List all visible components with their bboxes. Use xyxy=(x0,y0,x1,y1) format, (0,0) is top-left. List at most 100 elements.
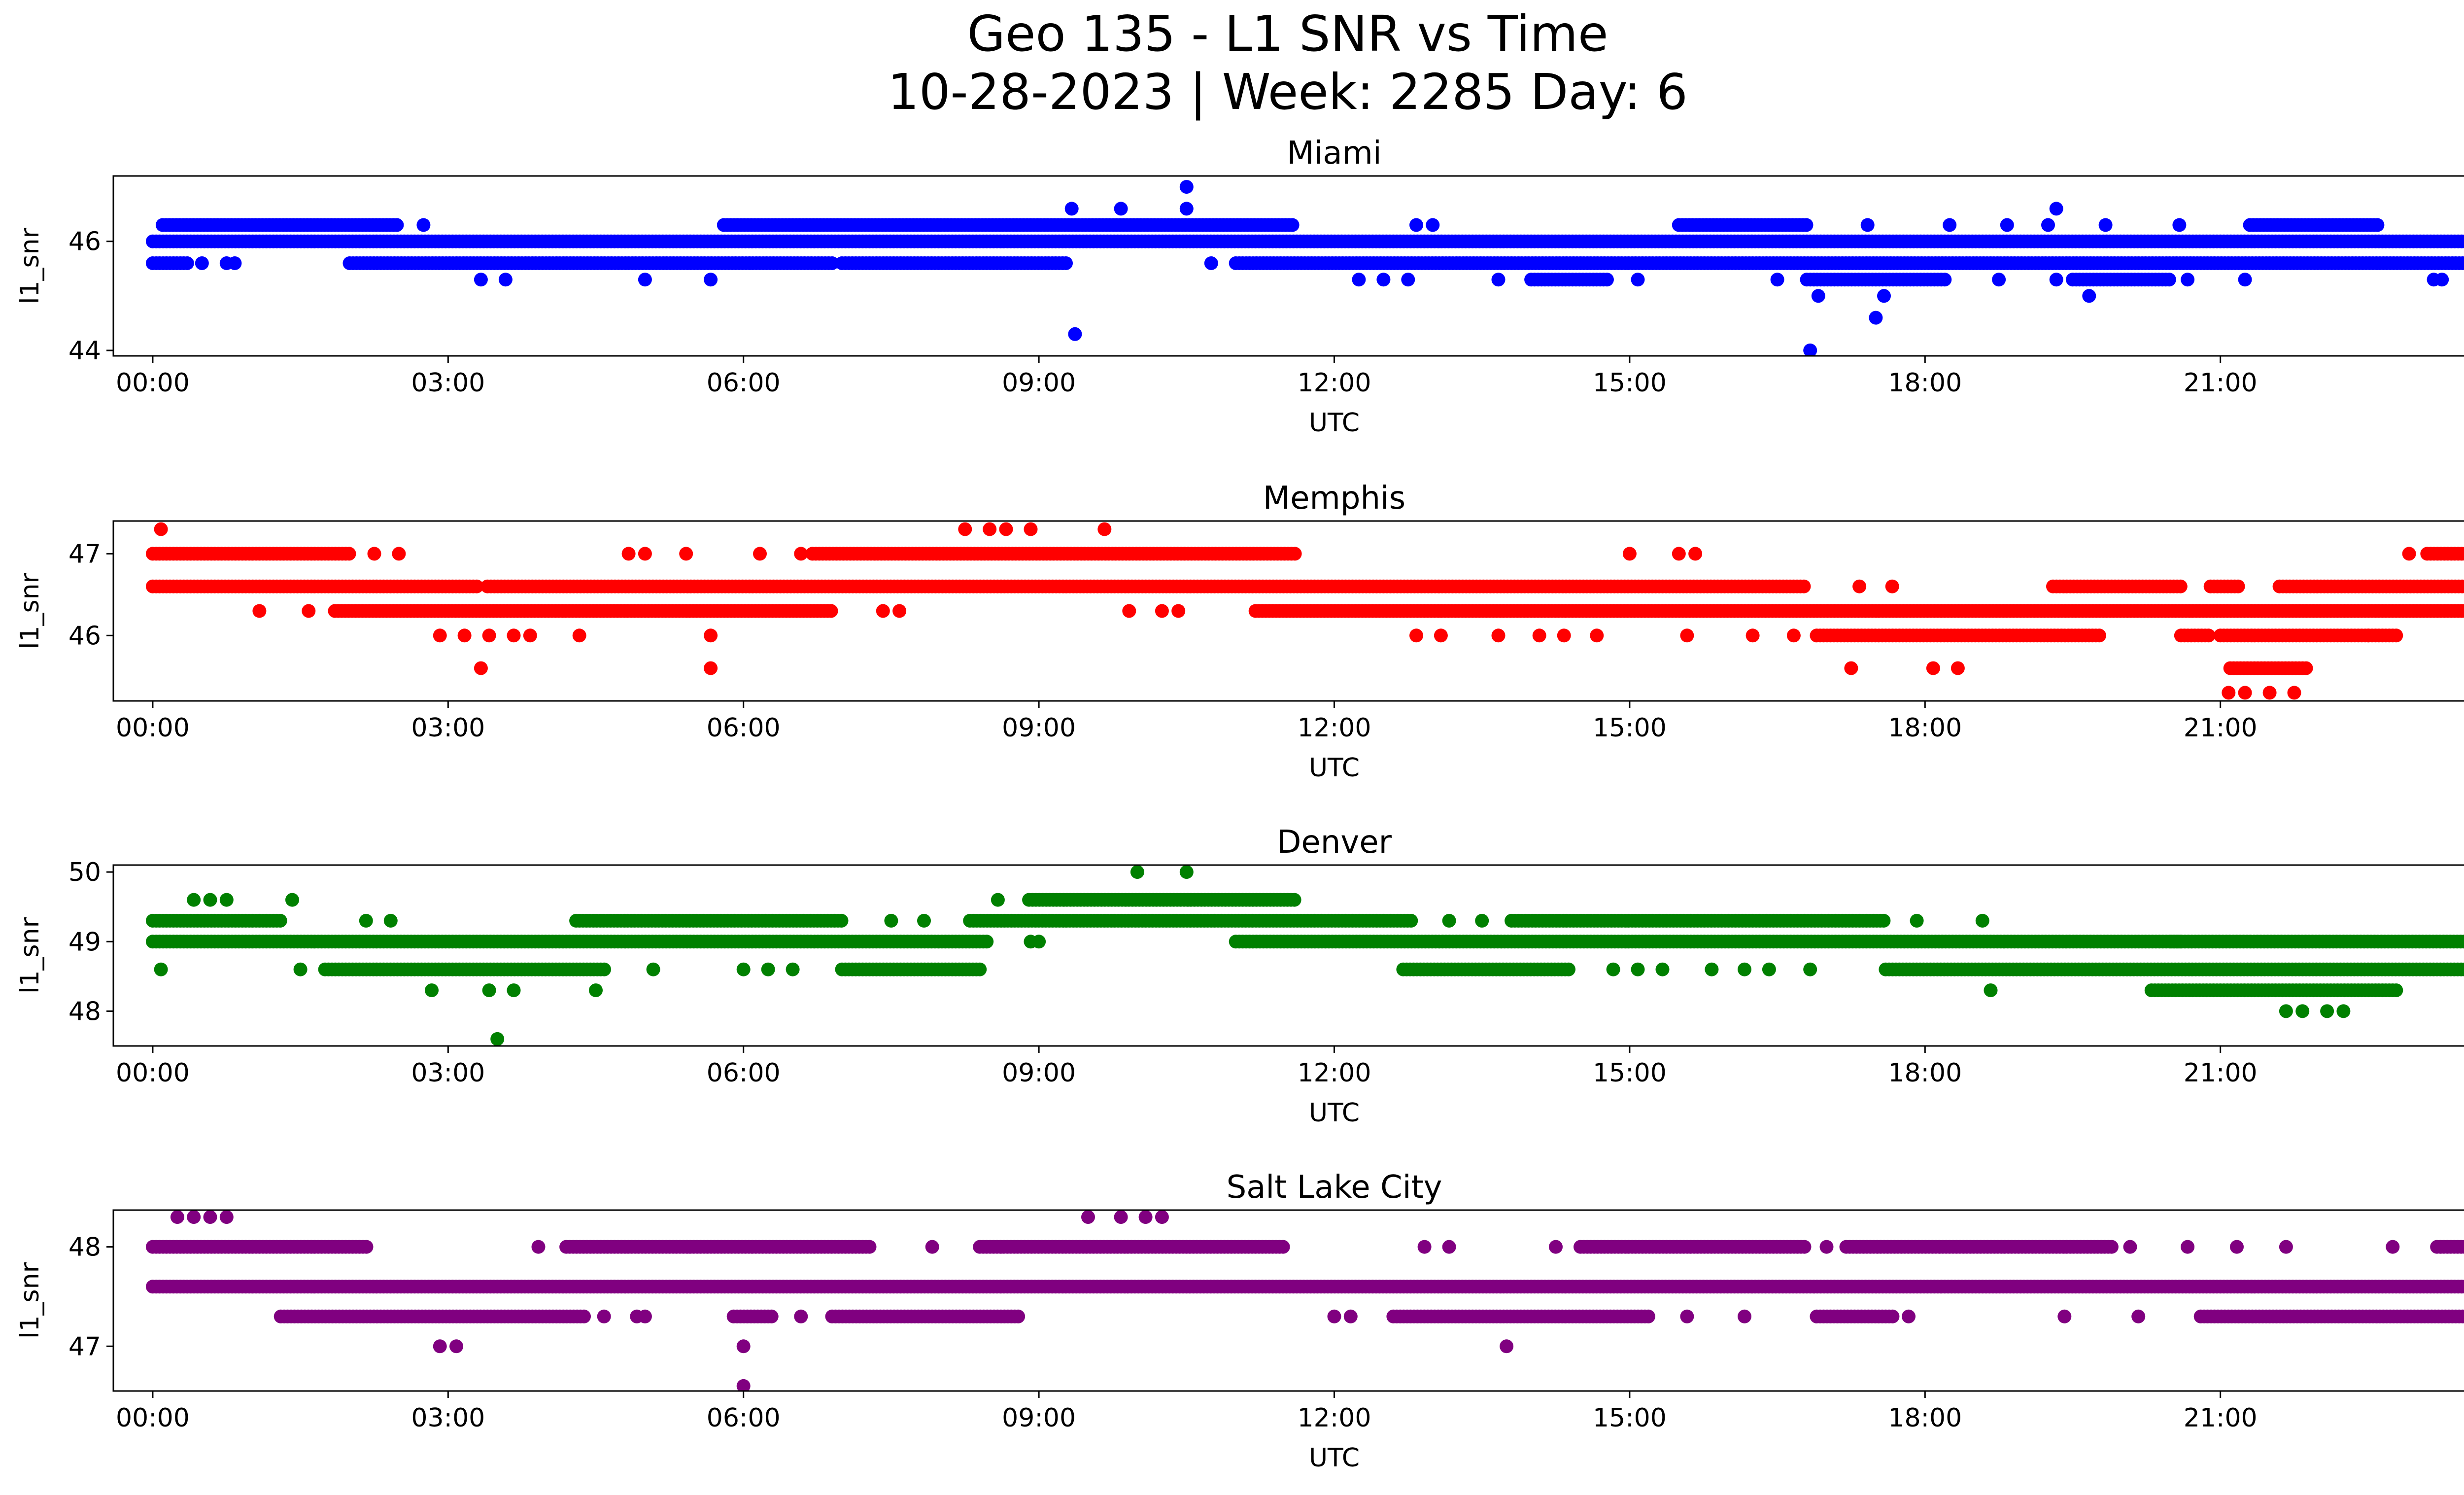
data-point xyxy=(273,913,287,928)
data-point xyxy=(1877,913,1891,928)
data-point xyxy=(1803,343,1817,356)
data-point xyxy=(1631,962,1645,976)
data-point xyxy=(1943,218,1957,232)
data-point xyxy=(507,983,521,998)
y-tick-label: 46 xyxy=(68,621,101,651)
data-point xyxy=(1926,661,1940,675)
data-point xyxy=(498,273,513,287)
data-point xyxy=(523,628,537,643)
data-point xyxy=(2336,1004,2351,1018)
data-point xyxy=(1442,913,1456,928)
y-tick-label: 48 xyxy=(68,997,101,1026)
scatter-series xyxy=(145,522,2464,700)
data-point xyxy=(2463,259,2464,268)
data-point xyxy=(2370,218,2385,232)
x-tick-label: 00:00 xyxy=(116,1058,190,1088)
figure-title-line2: 10-28-2023 | Week: 2285 Day: 6 xyxy=(888,63,1688,121)
data-point xyxy=(2000,218,2014,232)
data-point xyxy=(1404,913,1418,928)
data-point xyxy=(2082,289,2096,303)
data-point xyxy=(2389,628,2403,643)
x-tick-label: 18:00 xyxy=(1888,713,1962,743)
data-point xyxy=(425,983,439,998)
data-point xyxy=(1475,913,1489,928)
data-point xyxy=(572,628,586,643)
data-point xyxy=(482,983,496,998)
y-tick-label: 47 xyxy=(68,539,101,569)
data-point xyxy=(638,273,652,287)
x-tick-label: 21:00 xyxy=(2184,713,2258,743)
data-point xyxy=(1285,218,1300,232)
y-axis-label: l1_snr xyxy=(15,227,45,304)
data-point xyxy=(1803,962,1817,976)
x-tick-label: 09:00 xyxy=(1002,368,1076,398)
data-point xyxy=(1557,628,1571,643)
data-point xyxy=(383,913,398,928)
data-point xyxy=(1122,604,1136,618)
data-point xyxy=(999,522,1013,536)
data-point xyxy=(1655,962,1670,976)
data-point xyxy=(359,913,373,928)
data-point xyxy=(1590,628,1604,643)
x-tick-label: 03:00 xyxy=(411,368,485,398)
data-point xyxy=(2201,628,2216,643)
data-point xyxy=(1130,865,1144,879)
data-point xyxy=(786,962,800,976)
data-point xyxy=(1600,273,1614,287)
data-point xyxy=(794,547,808,561)
data-point xyxy=(187,893,201,907)
axes-frame xyxy=(112,864,2464,1047)
data-point xyxy=(597,962,611,976)
data-point xyxy=(302,604,316,618)
data-point xyxy=(1097,522,1112,536)
data-point xyxy=(2462,236,2464,247)
data-point xyxy=(195,256,209,270)
x-axis-label: UTC xyxy=(1309,753,1360,783)
data-point xyxy=(490,1032,505,1046)
data-point xyxy=(1179,202,1194,216)
data-point xyxy=(2173,579,2188,593)
data-point xyxy=(704,661,718,675)
data-point xyxy=(2041,218,2055,232)
data-point xyxy=(1885,579,1899,593)
data-point xyxy=(1114,202,1128,216)
figure-title: Geo 135 - L1 SNR vs Time 10-28-2023 | We… xyxy=(0,5,2464,121)
data-point xyxy=(2462,548,2464,559)
x-tick-label: 21:00 xyxy=(2184,368,2258,398)
data-point xyxy=(1032,935,1046,949)
data-point xyxy=(1622,547,1637,561)
data-point xyxy=(1179,180,1194,194)
data-point xyxy=(1770,273,1784,287)
data-point xyxy=(252,604,267,618)
data-point xyxy=(228,256,242,270)
data-point xyxy=(1352,273,1366,287)
data-point xyxy=(392,547,406,561)
data-point xyxy=(1975,913,1989,928)
data-point xyxy=(367,547,381,561)
data-point xyxy=(1860,218,1875,232)
data-point xyxy=(2092,628,2106,643)
data-point xyxy=(154,522,168,536)
data-point xyxy=(416,218,431,232)
data-point xyxy=(1491,273,1506,287)
data-point xyxy=(958,522,972,536)
x-tick-label: 15:00 xyxy=(1593,368,1667,398)
data-point xyxy=(638,547,652,561)
data-point xyxy=(2049,273,2063,287)
data-point xyxy=(2098,218,2113,232)
data-point xyxy=(917,913,931,928)
data-point xyxy=(1745,628,1760,643)
x-tick-label: 06:00 xyxy=(707,1058,781,1088)
x-tick-label: 03:00 xyxy=(411,713,485,743)
data-point xyxy=(1852,579,1867,593)
data-point xyxy=(1992,273,2006,287)
data-point xyxy=(1910,913,1924,928)
data-point xyxy=(1951,661,1965,675)
data-point xyxy=(1287,893,1301,907)
data-point xyxy=(1288,547,1302,561)
subplot-title: Denver xyxy=(1277,824,1392,861)
data-point xyxy=(2361,628,2375,643)
data-point xyxy=(2459,256,2464,270)
x-axis-label: UTC xyxy=(1309,1098,1360,1128)
